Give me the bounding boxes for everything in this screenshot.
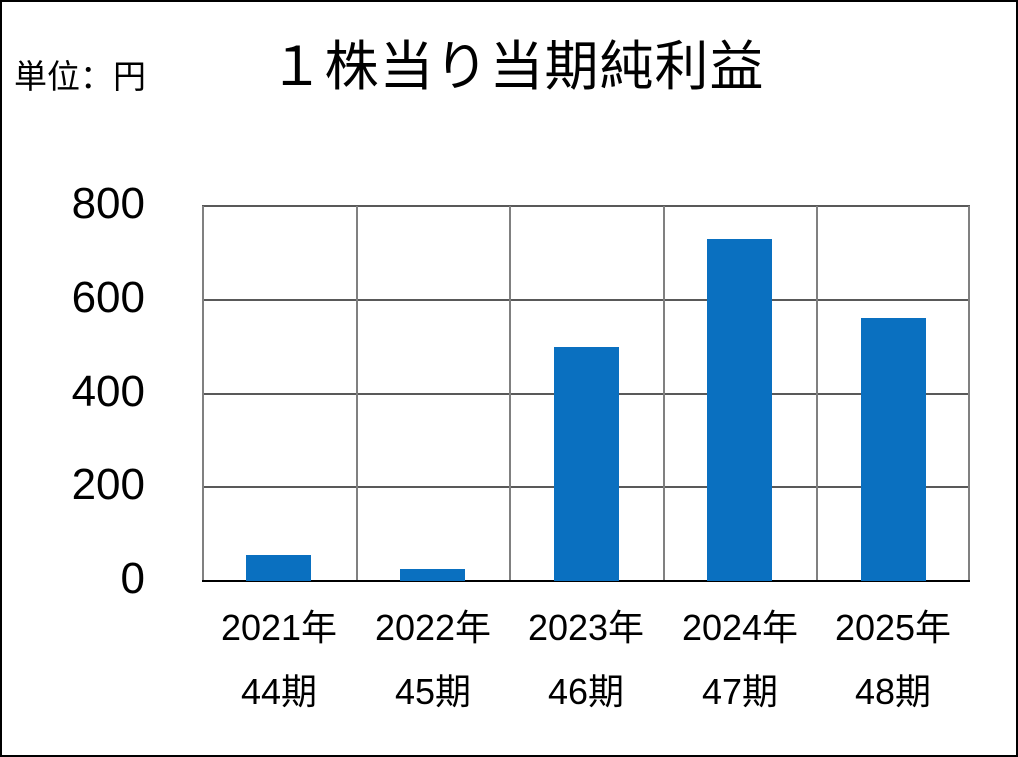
y-tick-label: 800 xyxy=(71,179,145,228)
gridline-vertical xyxy=(356,206,358,581)
plot-area xyxy=(202,205,970,582)
x-category-label: 2023年 46期 xyxy=(509,606,663,714)
bar xyxy=(861,318,926,581)
x-category-year: 2024年 xyxy=(681,607,799,648)
x-category-period: 47期 xyxy=(701,671,779,712)
x-category-period: 45期 xyxy=(394,671,472,712)
x-category-label: 2022年 45期 xyxy=(356,606,510,714)
x-category-year: 2021年 xyxy=(220,607,338,648)
gridline-vertical xyxy=(816,206,818,581)
gridline-vertical xyxy=(202,206,204,581)
chart-title: １株当り当期純利益 xyxy=(269,37,765,97)
x-category-label: 2021年 44期 xyxy=(202,606,356,714)
x-category-year: 2025年 xyxy=(834,607,952,648)
y-tick-label: 400 xyxy=(71,367,145,416)
x-category-period: 46期 xyxy=(547,671,625,712)
x-category-year: 2022年 xyxy=(374,607,492,648)
gridline-horizontal xyxy=(202,205,970,207)
unit-label: 単位：円 xyxy=(14,58,146,95)
x-category-period: 44期 xyxy=(240,671,318,712)
bar xyxy=(554,347,619,581)
x-category-label: 2025年 48期 xyxy=(816,606,970,714)
bar xyxy=(246,555,311,581)
x-category-label: 2024年 47期 xyxy=(663,606,817,714)
x-axis-line xyxy=(202,580,970,582)
gridline-vertical xyxy=(663,206,665,581)
y-tick-label: 0 xyxy=(120,554,145,603)
gridline-horizontal xyxy=(202,298,970,301)
gridline-vertical xyxy=(509,206,511,581)
bar xyxy=(400,569,465,581)
bar xyxy=(707,239,772,581)
y-tick-label: 600 xyxy=(71,273,145,322)
gridline-vertical xyxy=(968,206,970,581)
y-tick-label: 200 xyxy=(71,460,145,509)
x-category-year: 2023年 xyxy=(527,607,645,648)
x-category-period: 48期 xyxy=(854,671,932,712)
